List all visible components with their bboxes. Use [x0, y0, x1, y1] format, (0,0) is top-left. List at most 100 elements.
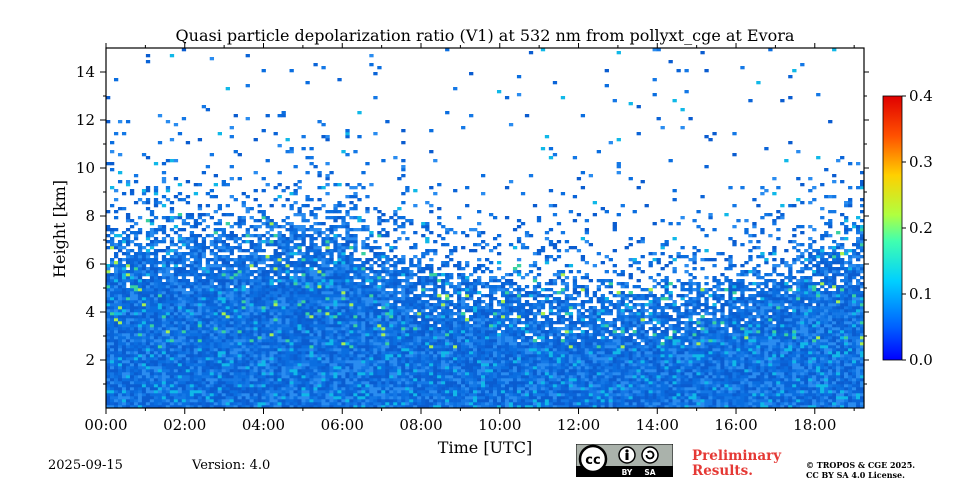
- heatmap-cell: [429, 387, 434, 391]
- heatmap-cell: [205, 372, 211, 376]
- heatmap-cell: [441, 243, 446, 247]
- heatmap-cell: [377, 333, 382, 337]
- heatmap-cell: [345, 297, 350, 301]
- heatmap-cell: [189, 387, 195, 391]
- heatmap-cell: [429, 309, 434, 313]
- heatmap-cell: [317, 300, 322, 304]
- heatmap-cell: [361, 345, 366, 349]
- heatmap-cell: [369, 339, 374, 343]
- heatmap-cell: [285, 393, 290, 397]
- heatmap-cell: [437, 363, 442, 367]
- heatmap-cell: [189, 342, 195, 346]
- heatmap-cell: [341, 330, 346, 334]
- heatmap-cell: [305, 270, 310, 274]
- heatmap-cell: [265, 243, 270, 247]
- heatmap-cell: [405, 351, 410, 355]
- heatmap-cell: [221, 261, 226, 265]
- heatmap-cell: [197, 399, 203, 403]
- heatmap-cell: [109, 231, 115, 235]
- heatmap-cell: [177, 198, 183, 202]
- heatmap-cell: [233, 393, 238, 397]
- heatmap-cell: [293, 225, 298, 229]
- heatmap-cell: [337, 321, 342, 325]
- heatmap-cell: [249, 234, 254, 238]
- heatmap-cell: [221, 405, 226, 409]
- heatmap-cell: [197, 405, 203, 409]
- heatmap-cell: [269, 243, 274, 247]
- heatmap-cell: [265, 333, 270, 337]
- heatmap-cell: [333, 279, 338, 283]
- heatmap-cell: [433, 354, 438, 358]
- heatmap-cell: [377, 339, 382, 343]
- heatmap-cell: [185, 240, 191, 244]
- heatmap-cell: [253, 372, 258, 376]
- heatmap-cell: [241, 273, 246, 277]
- heatmap-cell: [381, 159, 386, 163]
- heatmap-cell: [201, 288, 207, 292]
- heatmap-cell: [341, 345, 346, 349]
- heatmap-cell: [373, 354, 378, 358]
- heatmap-cell: [349, 351, 354, 355]
- heatmap-cell: [169, 267, 175, 271]
- heatmap-cell: [189, 345, 195, 349]
- heatmap-cell: [345, 243, 350, 247]
- heatmap-cell: [145, 405, 151, 409]
- heatmap-cell: [417, 261, 422, 265]
- heatmap-cell: [341, 399, 346, 403]
- heatmap-cell: [369, 309, 374, 313]
- heatmap-cell: [289, 345, 294, 349]
- heatmap-cell: [261, 216, 266, 220]
- heatmap-cell: [437, 315, 442, 319]
- heatmap-cell: [201, 375, 207, 379]
- heatmap-cell: [213, 396, 219, 400]
- heatmap-cell: [233, 378, 238, 382]
- heatmap-cell: [197, 285, 203, 289]
- heatmap-cell: [129, 288, 135, 292]
- heatmap-cell: [377, 354, 382, 358]
- heatmap-cell: [389, 309, 394, 313]
- heatmap-cell: [201, 333, 207, 337]
- heatmap-cell: [269, 378, 274, 382]
- heatmap-cell: [165, 351, 171, 355]
- heatmap-cell: [369, 234, 374, 238]
- heatmap-cell: [169, 291, 175, 295]
- heatmap-cell: [393, 393, 398, 397]
- heatmap-cell: [189, 273, 195, 277]
- heatmap-cell: [329, 330, 334, 334]
- heatmap-cell: [281, 297, 286, 301]
- heatmap-cell: [129, 396, 135, 400]
- heatmap-cell: [309, 393, 314, 397]
- heatmap-cell: [201, 378, 207, 382]
- heatmap-cell: [129, 318, 135, 322]
- heatmap-cell: [325, 318, 330, 322]
- heatmap-cell: [433, 285, 438, 289]
- heatmap-cell: [209, 372, 215, 376]
- heatmap-cell: [173, 381, 179, 385]
- heatmap-cell: [441, 318, 446, 322]
- heatmap-cell: [433, 339, 438, 343]
- heatmap-cell: [225, 297, 230, 301]
- heatmap-cell: [397, 315, 402, 319]
- heatmap-cell: [409, 324, 414, 328]
- heatmap-cell: [201, 309, 207, 313]
- heatmap-cell: [129, 291, 135, 295]
- heatmap-cell: [233, 276, 238, 280]
- heatmap-cell: [333, 261, 338, 265]
- heatmap-cell: [277, 315, 282, 319]
- heatmap-cell: [141, 267, 147, 271]
- heatmap-cell: [141, 252, 147, 256]
- heatmap-cell: [321, 363, 326, 367]
- heatmap-cell: [357, 273, 362, 277]
- heatmap-cell: [169, 363, 175, 367]
- heatmap-cell: [385, 348, 390, 352]
- heatmap-cell: [125, 273, 131, 277]
- heatmap-cell: [421, 252, 426, 256]
- heatmap-cell: [421, 351, 426, 355]
- heatmap-cell: [437, 390, 442, 394]
- heatmap-cell: [141, 309, 147, 313]
- heatmap-cell: [145, 267, 151, 271]
- heatmap-cell: [389, 372, 394, 376]
- heatmap-cell: [145, 297, 151, 301]
- heatmap-cell: [421, 381, 426, 385]
- heatmap-cell: [413, 288, 418, 292]
